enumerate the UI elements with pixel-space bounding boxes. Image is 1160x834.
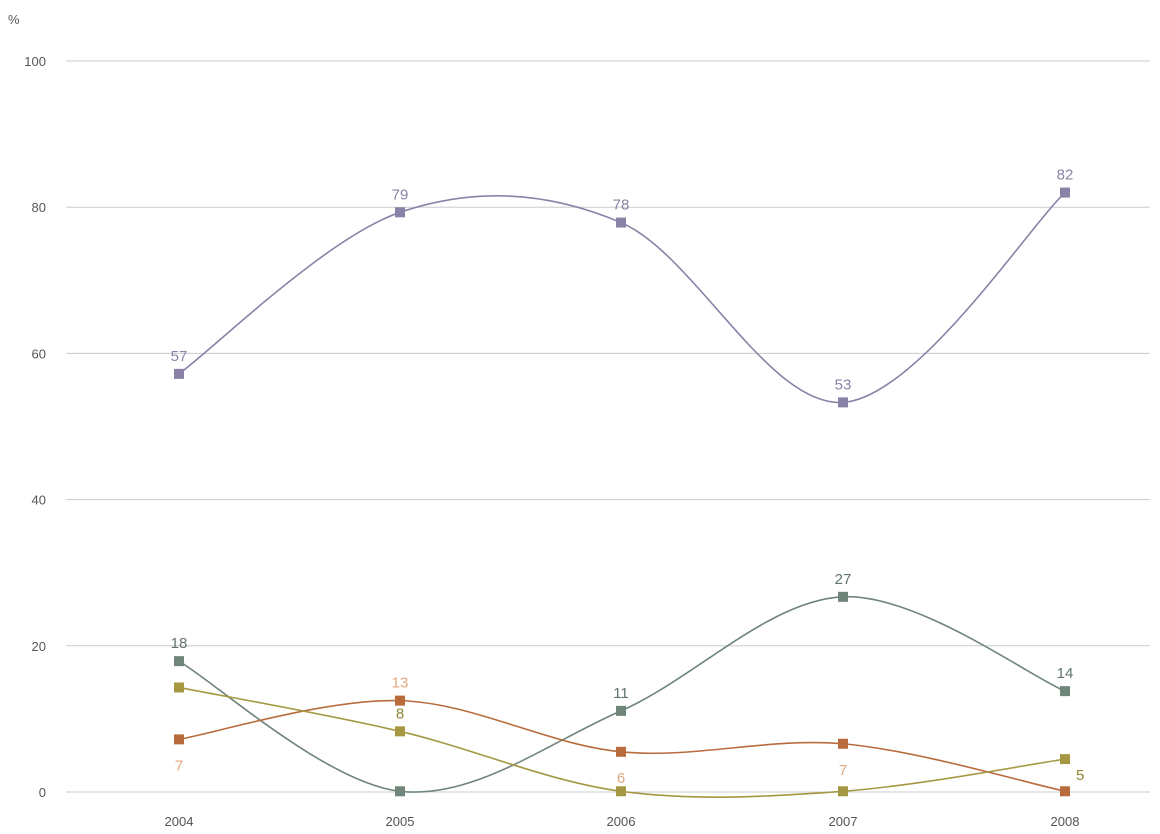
series-4-marker [174, 682, 184, 693]
y-tick-label: 60 [32, 346, 46, 361]
series-4-marker [1060, 754, 1070, 765]
series-2-marker [838, 591, 848, 602]
y-axis-ticks: 0 20 40 60 80 100 [24, 54, 46, 800]
series-1-data-label: 79 [392, 186, 409, 203]
series-3-data-label: 7 [839, 762, 847, 779]
series-3-marker [1060, 786, 1070, 797]
series-2-marker [616, 705, 626, 716]
series-1-data-label: 57 [171, 348, 188, 365]
series-4-marker [616, 786, 626, 797]
series-1-marker [838, 397, 848, 408]
series-3-marker [174, 734, 184, 745]
series-4-marker [395, 726, 405, 737]
series-2-data-label: 27 [835, 571, 852, 588]
series-1-marker [616, 217, 626, 228]
y-tick-label: 0 [39, 785, 46, 800]
series-2-data-label: 18 [171, 635, 188, 652]
x-tick-label: 2005 [386, 814, 415, 829]
series-4-data-label: 5 [1076, 767, 1084, 784]
series-1-marker [395, 207, 405, 218]
x-tick-label: 2008 [1051, 814, 1080, 829]
series-2-marker [1060, 686, 1070, 697]
series-1-data-label: 82 [1057, 167, 1074, 184]
x-tick-label: 2004 [165, 814, 194, 829]
series-layer [174, 187, 1070, 798]
series-3-data-label: 13 [392, 675, 409, 692]
x-axis-ticks: 2004 2005 2006 2007 2008 [165, 814, 1080, 829]
x-tick-label: 2006 [607, 814, 636, 829]
series-3-data-label: 6 [617, 770, 625, 787]
gridlines [66, 60, 1150, 793]
series-1-data-label: 53 [835, 376, 852, 393]
series-3-marker [838, 738, 848, 749]
x-tick-label: 2007 [829, 814, 858, 829]
y-axis-unit: % [8, 12, 20, 27]
series-3-marker [395, 695, 405, 706]
series-1-marker [174, 368, 184, 379]
series-2-marker [174, 656, 184, 667]
series-4-marker [838, 786, 848, 797]
y-tick-label: 20 [32, 639, 46, 654]
y-tick-label: 100 [24, 54, 46, 69]
series-1-data-label: 78 [613, 197, 630, 214]
series-3-data-label: 7 [175, 757, 183, 774]
y-tick-label: 40 [32, 493, 46, 508]
series-2-data-label: 11 [613, 685, 629, 702]
series-line-1 [178, 191, 1066, 404]
y-tick-label: 80 [32, 200, 46, 215]
series-3-marker [616, 746, 626, 757]
series-4-data-label: 8 [396, 705, 404, 722]
series-2-marker [395, 786, 405, 797]
series-2-data-label: 14 [1057, 665, 1074, 682]
series-1-marker [1060, 187, 1070, 198]
